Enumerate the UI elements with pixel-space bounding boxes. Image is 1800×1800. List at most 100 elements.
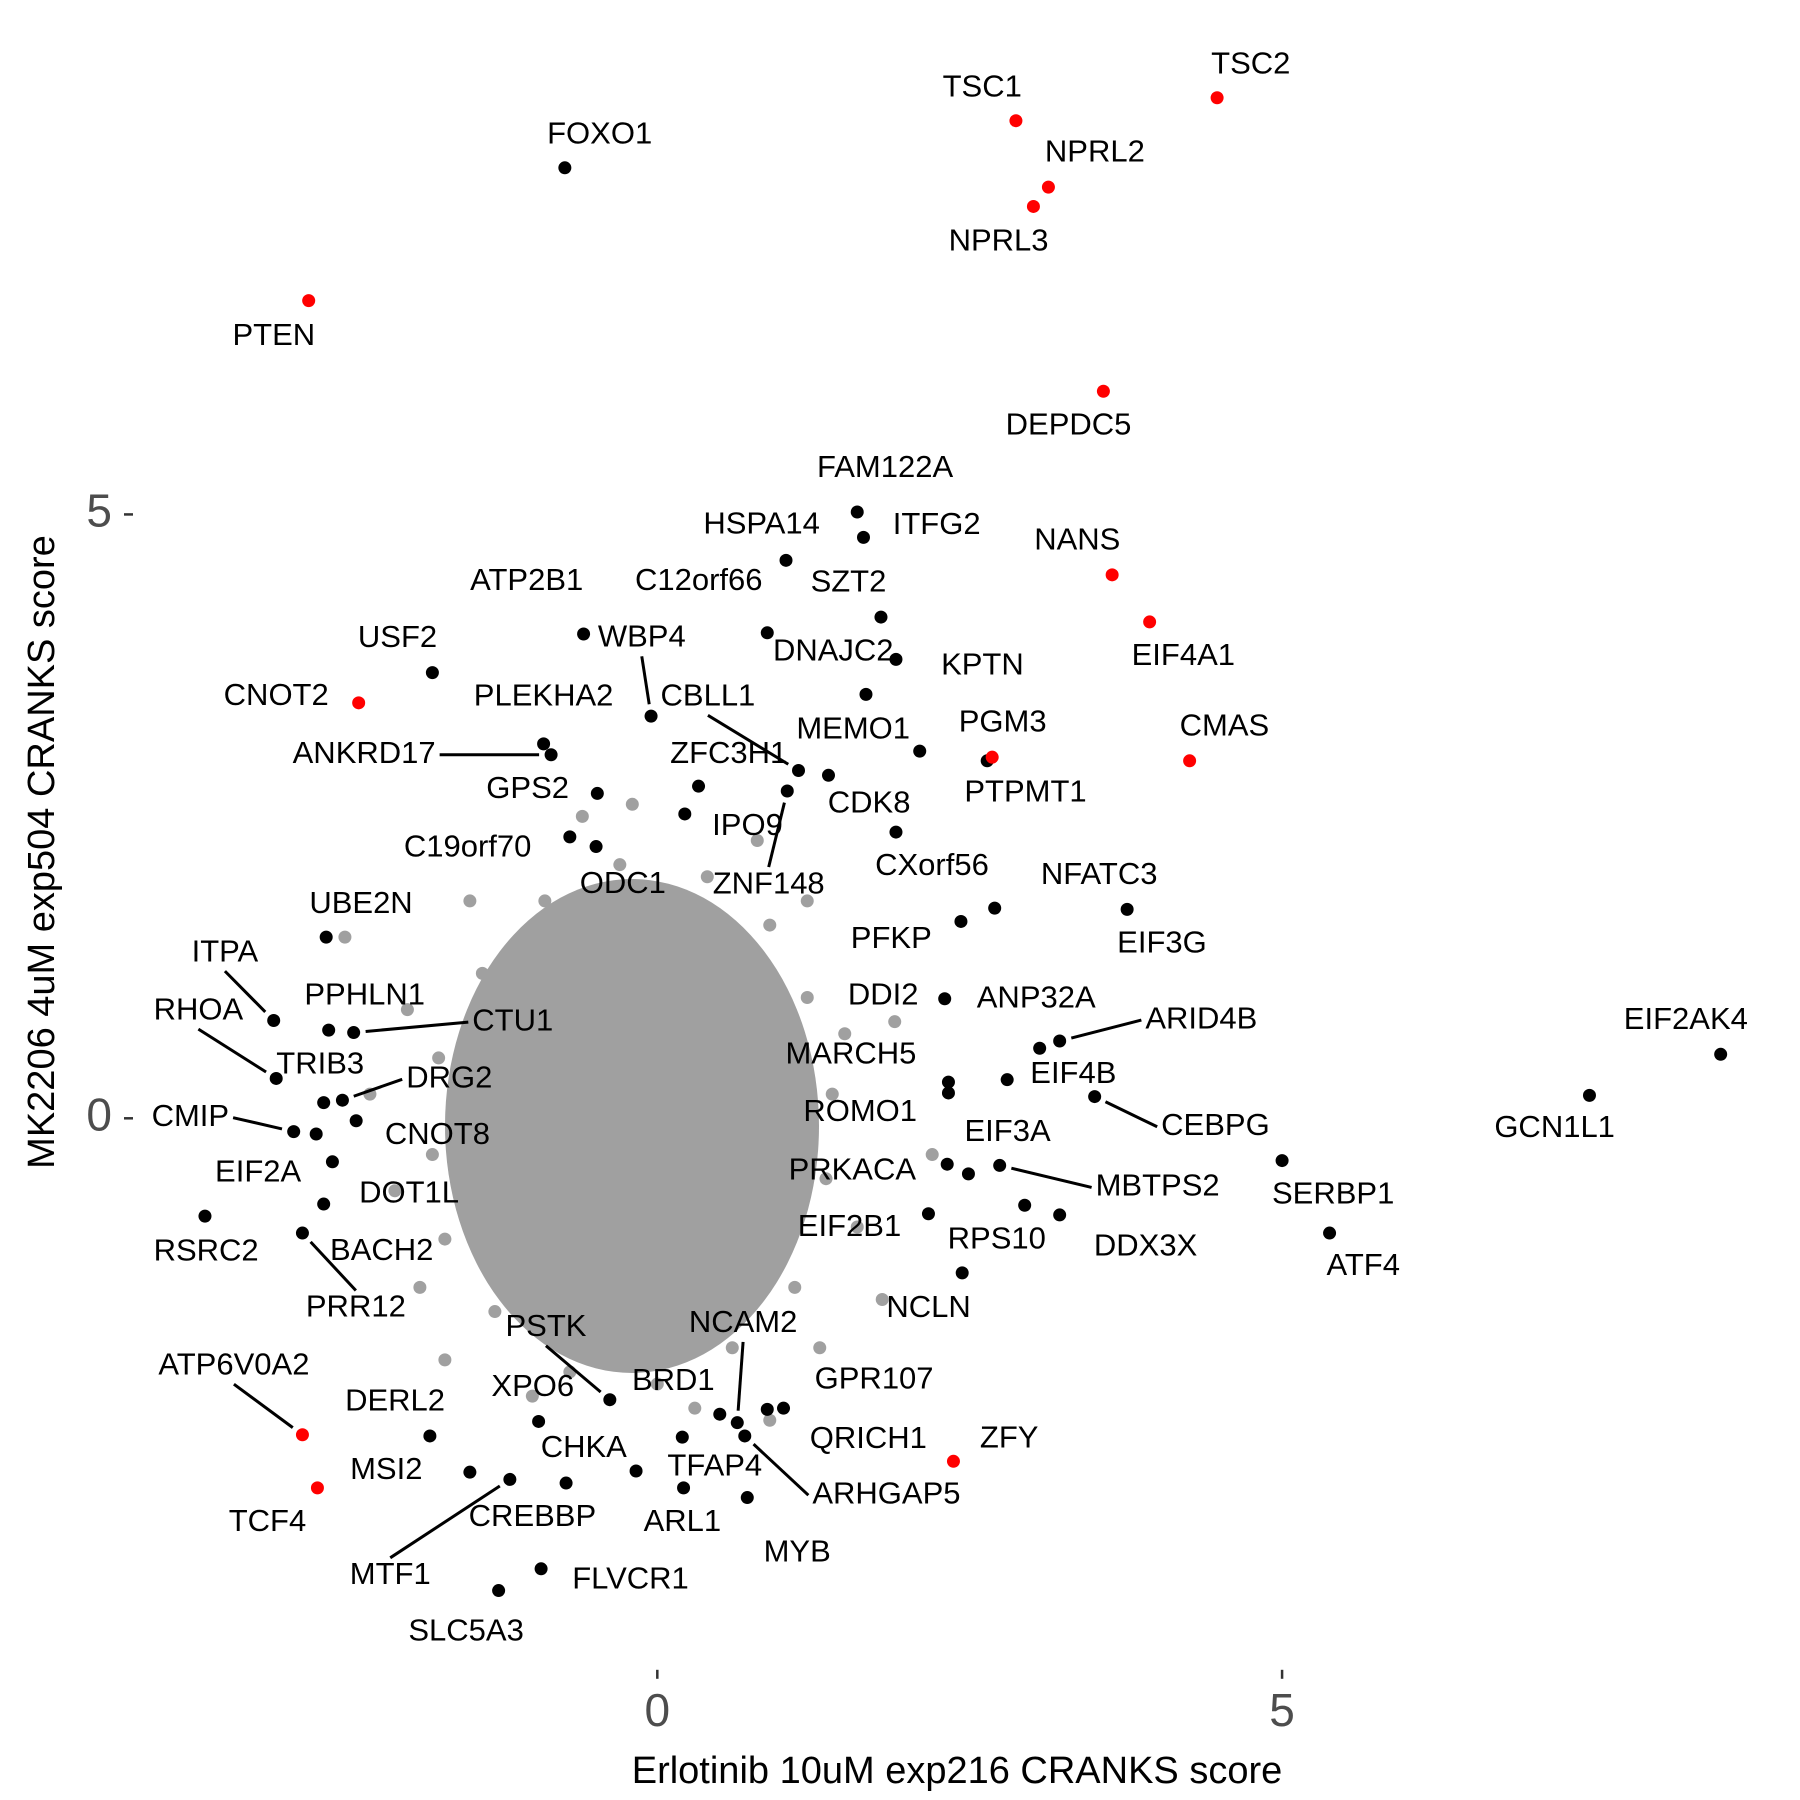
point [925,1148,939,1162]
point [325,1155,339,1169]
leader-line [389,1484,501,1560]
point-label: FLVCR1 [572,1561,689,1596]
point [589,840,603,854]
point-label: IPO9 [712,807,783,842]
point-label: CREBBP [469,1498,596,1533]
point [1105,568,1119,582]
point-label: CDK8 [828,785,911,820]
point [1018,1198,1032,1212]
point [438,1353,452,1367]
point [821,768,835,782]
point-label: KPTN [941,647,1024,682]
point [988,901,1002,915]
y-tick-label: 0 [86,1088,112,1140]
point [287,1125,301,1139]
point-label: TSC2 [1211,45,1290,80]
point [819,1172,833,1186]
point [1026,199,1040,213]
point [577,627,591,641]
point-label: MYB [764,1533,831,1568]
point [558,161,572,175]
leader-line [232,1116,283,1131]
point [335,1093,349,1107]
point-label: ODC1 [580,865,666,900]
point [269,1071,283,1085]
point-label: PRR12 [306,1289,406,1324]
point [1053,1034,1067,1048]
point-label: DDX3X [1094,1228,1198,1263]
point-label: MBTPS2 [1096,1168,1220,1203]
point [955,1266,969,1280]
point [938,992,952,1006]
point [338,930,352,944]
leader-line [233,1383,294,1429]
point [850,1220,864,1234]
point-label: EIF2A [215,1154,301,1189]
point [1714,1047,1728,1061]
point-label: TSC1 [943,68,1022,103]
point [779,553,793,567]
leader-line [1070,1018,1142,1040]
point-label: PTPMT1 [964,774,1086,809]
point-label: QRICH1 [810,1420,927,1455]
point-label: PTEN [233,317,316,352]
point [780,784,794,798]
point-label: BRD1 [632,1362,715,1397]
point [432,1051,446,1065]
point-label: MARCH5 [785,1036,916,1071]
point [534,1562,548,1576]
point [538,894,552,908]
point [525,1389,539,1403]
point [825,1087,839,1101]
point-label: EIF2B1 [798,1208,901,1243]
point [267,1013,281,1027]
point [559,1476,573,1490]
point [463,894,477,908]
point-label: MTF1 [350,1556,431,1591]
point [889,652,903,666]
point-label: GPS2 [486,770,569,805]
point-label: DDI2 [848,977,919,1012]
point [675,1430,689,1444]
point-label: CXorf56 [875,847,989,882]
point [349,1114,363,1128]
point-label: RHOA [154,991,244,1026]
point-label: NPRL3 [949,223,1049,258]
point [888,1015,902,1029]
point [1143,615,1157,629]
point-label: MEMO1 [796,711,910,746]
point [713,1407,727,1421]
point [613,858,627,872]
point [750,834,764,848]
point [740,1491,754,1505]
point-label: TRIB3 [276,1046,364,1081]
x-tick-label: 5 [1269,1684,1295,1736]
point-label: FAM122A [817,449,953,484]
point [295,1428,309,1442]
point [625,797,639,811]
point-label: PLEKHA2 [474,678,614,713]
point [677,1481,691,1495]
point-label: DRG2 [406,1059,492,1094]
point [438,1232,452,1246]
point [425,1148,439,1162]
point-label: ZFC3H1 [670,735,787,770]
point-label: BACH2 [330,1232,433,1267]
point [1210,91,1224,105]
point-label: CMIP [152,1098,230,1133]
point [347,1026,361,1040]
point [492,1584,506,1598]
point-label: CBLL1 [661,677,756,712]
point [985,750,999,764]
leader-line [736,1341,745,1411]
point [563,830,577,844]
point [763,1413,777,1427]
point-label: PPHLN1 [304,977,425,1012]
point [423,1429,437,1443]
point [763,918,777,932]
point [400,1003,414,1017]
point [921,1207,935,1221]
point [792,763,806,777]
point-label: C19orf70 [404,829,532,864]
